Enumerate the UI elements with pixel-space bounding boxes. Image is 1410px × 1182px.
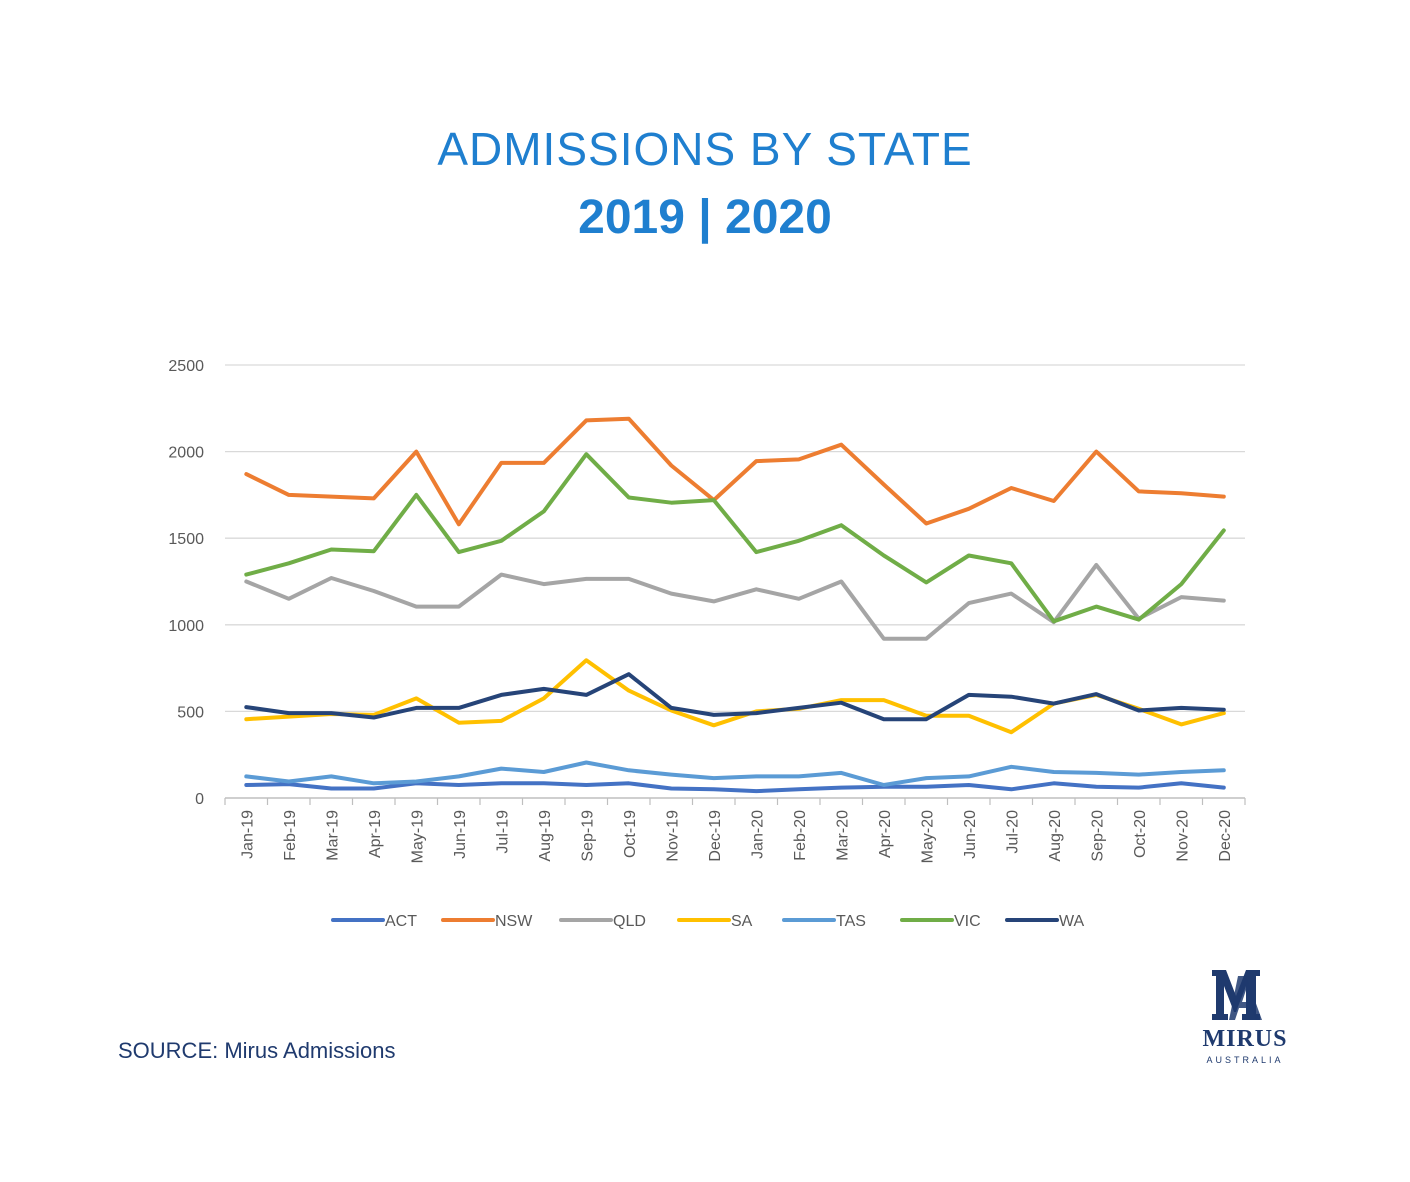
legend-label-qld: QLD xyxy=(613,913,646,930)
x-tick-label: Sep-19 xyxy=(579,810,596,862)
y-tick-label: 2000 xyxy=(168,445,204,462)
series-line-act xyxy=(244,781,1226,794)
x-tick-label: Jan-20 xyxy=(749,810,766,859)
x-tick-label: Dec-19 xyxy=(707,810,724,862)
series-lines xyxy=(244,416,1226,794)
logo-wordmark: MIRUS xyxy=(1202,1026,1288,1052)
series-line-tas xyxy=(244,760,1226,787)
x-axis-ticks: Jan-19 Feb-19 Mar-19 Apr-19 May-19 Jun-19 Jul-… xyxy=(239,810,1234,863)
x-tick-label: Jul-20 xyxy=(1004,810,1021,854)
logo-subtext: AUSTRALIA xyxy=(1206,1055,1284,1065)
x-tick-label: Nov-20 xyxy=(1174,810,1191,862)
x-tick-label: Jan-19 xyxy=(239,810,256,859)
y-axis-ticks: 0 500 1000 1500 2000 2500 xyxy=(168,358,204,808)
x-tick-label: Feb-20 xyxy=(792,810,809,861)
source-note: SOURCE: Mirus Admissions xyxy=(118,1038,396,1063)
x-tick-label: Jun-19 xyxy=(452,810,469,859)
x-tick-label: Sep-20 xyxy=(1089,810,1106,862)
series-line-qld xyxy=(244,563,1226,641)
x-tick-label: Aug-20 xyxy=(1047,810,1064,862)
x-tick-label: Dec-20 xyxy=(1217,810,1234,862)
x-tick-label: May-19 xyxy=(409,810,426,863)
series-line-nsw xyxy=(244,416,1226,527)
x-tick-label: Aug-19 xyxy=(537,810,554,862)
x-tick-label: Mar-20 xyxy=(834,810,851,861)
x-tick-label: Jun-20 xyxy=(962,810,979,859)
x-tick-label: Mar-19 xyxy=(324,810,341,861)
x-tick-label: Jul-19 xyxy=(494,810,511,854)
y-tick-label: 1500 xyxy=(168,531,204,548)
y-tick-label: 1000 xyxy=(168,618,204,635)
y-tick-label: 2500 xyxy=(168,358,204,375)
x-tick-label: Feb-19 xyxy=(282,810,299,861)
series-line-vic xyxy=(244,452,1226,624)
legend-label-vic: VIC xyxy=(954,913,981,930)
x-tick-label: Oct-20 xyxy=(1132,810,1149,858)
gridlines xyxy=(225,364,1245,713)
series-line-wa xyxy=(244,672,1226,722)
x-tick-label: Apr-20 xyxy=(877,810,894,858)
x-tick-label: Nov-19 xyxy=(664,810,681,862)
x-tick-label: May-20 xyxy=(919,810,936,863)
x-tick-label: Oct-19 xyxy=(622,810,639,858)
chart-subtitle: 2019 | 2020 xyxy=(578,191,832,244)
legend-label-nsw: NSW xyxy=(495,913,533,930)
chart-title: ADMISSIONS BY STATE xyxy=(437,123,973,175)
y-tick-label: 500 xyxy=(177,704,204,721)
legend-label-tas: TAS xyxy=(836,913,866,930)
x-tick-label: Apr-19 xyxy=(367,810,384,858)
x-axis xyxy=(224,797,1246,805)
legend-label-wa: WA xyxy=(1059,913,1085,930)
legend-label-act: ACT xyxy=(385,913,417,930)
legend-label-sa: SA xyxy=(731,913,753,930)
series-line-sa xyxy=(244,658,1226,735)
legend: ACT NSW QLD SA TAS VIC WA xyxy=(331,913,1085,930)
mirus-logo-mark xyxy=(1212,970,1262,1020)
y-tick-label: 0 xyxy=(195,791,204,808)
